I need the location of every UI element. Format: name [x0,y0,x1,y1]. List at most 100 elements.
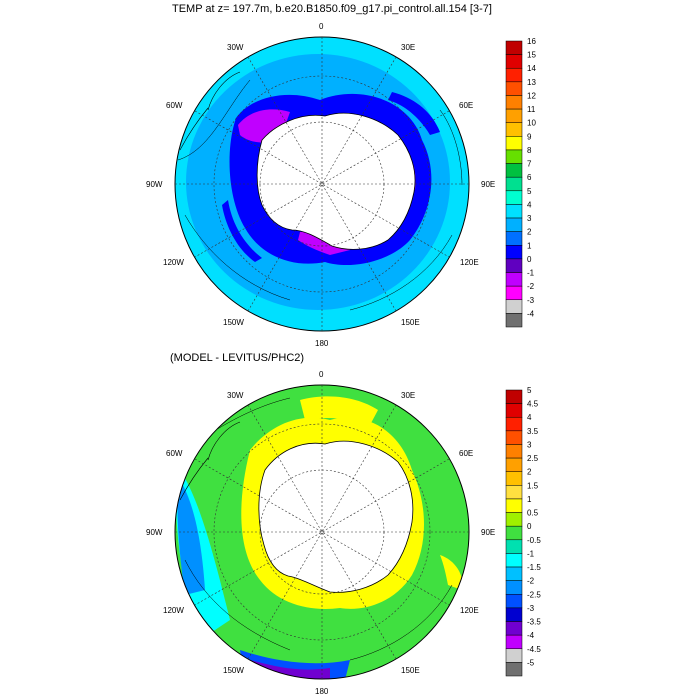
top-colorbar-tick-label: 15 [527,51,536,60]
bottom-colorbar-swatch [505,621,523,636]
bottom-colorbar-tick-label: -1 [527,549,535,558]
top-lon-label-90e: 90E [481,180,496,189]
bottom-colorbar-tick-label: 1 [527,495,532,504]
top-colorbar-swatch [505,136,523,151]
top-colorbar-tick-label: -1 [527,269,535,278]
bottom-lon-label-150e: 150E [401,666,420,675]
top-colorbar-swatch [505,108,523,123]
bottom-colorbar-tick-label: 3.5 [527,427,539,436]
top-deep-water-band-east [388,92,440,135]
bottom-colorbar-swatch [505,498,523,513]
bottom-colorbar-swatch [505,580,523,595]
top-colorbar-tick-label: 12 [527,91,536,100]
bottom-colorbar-swatch [505,566,523,581]
top-colorbar-swatch [505,299,523,314]
bottom-colorbar-swatch [505,539,523,554]
bottom-lon-label-60w: 60W [166,449,183,458]
bottom-colorbar-tick-label: 2.5 [527,454,539,463]
bottom-colorbar-tick-label: -0.5 [527,536,541,545]
bottom-polar-map [174,384,470,680]
bottom-colorbar-tick-label: 2 [527,468,532,477]
top-lon-label-180: 180 [315,339,329,348]
top-panel-title: TEMP at z= 197.7m, b.e20.B1850.f09_g17.p… [172,3,492,15]
top-colorbar-swatch [505,285,523,301]
top-colorbar-tick-label: 4 [527,200,532,209]
bottom-lon-label-120w: 120W [163,606,184,615]
top-colorbar-swatch [505,163,523,178]
top-deep-water-band-west [222,200,262,262]
bottom-colorbar-swatch [505,594,523,609]
bottom-colorbar-tick-label: -3 [527,604,535,613]
top-lon-label-150w: 150W [223,318,244,327]
bottom-colorbar-swatch [505,485,523,500]
bottom-colorbar-tick-label: -2 [527,577,535,586]
top-lon-label-120w: 120W [163,258,184,267]
top-colorbar-swatch [505,95,523,110]
top-lon-label-30w: 30W [227,43,244,52]
bottom-lon-label-120e: 120E [460,606,479,615]
top-colorbar-tick-label: 14 [527,64,536,73]
bottom-colorbar-tick-label: -4.5 [527,645,541,654]
bottom-colorbar-swatch [505,512,523,527]
top-lon-label-90w: 90W [146,180,163,189]
bottom-colorbar-swatch [505,389,523,404]
top-colorbar-tick-label: 13 [527,78,536,87]
bottom-colorbar-tick-label: 4.5 [527,400,539,409]
top-colorbar-swatch [505,81,523,96]
top-colorbar-swatch [505,258,523,273]
bottom-colorbar-tick-label: -1.5 [527,563,541,572]
bottom-colorbar-tick-label: -2.5 [527,590,541,599]
bottom-colorbar-swatch [505,662,523,677]
bottom-colorbar-swatch [505,648,523,663]
bottom-deep-west [177,480,205,595]
bottom-colorbar-swatch [505,607,523,622]
bottom-colorbar-swatch [505,416,523,432]
bottom-colorbar-tick-label: -5 [527,658,535,667]
bottom-colorbar-swatch [505,471,523,486]
top-colorbar-tick-label: 1 [527,241,532,250]
bottom-panel-title: (MODEL - LEVITUS/PHC2) [170,352,305,364]
bottom-colorbar-tick-label: 0.5 [527,509,539,518]
top-lon-label-150e: 150E [401,318,420,327]
top-cold-water-south [298,231,350,255]
bottom-colorbar-swatch [505,634,523,650]
bottom-lon-label-30w: 30W [227,391,244,400]
top-colorbar-tick-label: 7 [527,160,532,169]
bottom-colorbar-tick-label: 5 [527,386,532,395]
bottom-colorbar-swatch [505,457,523,472]
top-colorbar-swatch [505,176,523,192]
top-polar-map [174,36,470,332]
top-colorbar-tick-label: -3 [527,296,535,305]
bottom-colorbar-tick-label: -3.5 [527,618,541,627]
top-colorbar-tick-label: 2 [527,228,532,237]
top-colorbar-tick-label: 8 [527,146,532,155]
bottom-colorbar-swatch [505,525,523,541]
top-colorbar-tick-label: 10 [527,119,536,128]
top-colorbar-swatch [505,313,523,328]
top-colorbar-tick-label: 16 [527,37,536,46]
bottom-lon-label-60e: 60E [459,449,474,458]
top-colorbar-tick-label: 9 [527,132,532,141]
top-colorbar-swatch [505,231,523,246]
bottom-colorbar-swatch [505,553,523,568]
top-colorbar-swatch [505,245,523,260]
top-colorbar-tick-label: 5 [527,187,532,196]
top-colorbar-swatch [505,122,523,137]
top-colorbar-tick-label: 11 [527,105,536,114]
bottom-colorbar-swatch [505,430,523,445]
top-colorbar-tick-label: 3 [527,214,532,223]
top-colorbar-swatch [505,54,523,69]
bottom-colorbar-tick-label: 1.5 [527,481,539,490]
bottom-colorbar-tick-label: -4 [527,631,535,640]
top-colorbar-swatch [505,204,523,219]
top-colorbar-swatch [505,149,523,164]
bottom-warm-patch-north [300,396,378,425]
top-colorbar-tick-label: -4 [527,309,535,318]
top-colorbar-tick-label: 6 [527,173,532,182]
bottom-lon-label-90w: 90W [146,528,163,537]
bottom-lon-label-30e: 30E [401,391,416,400]
bottom-colorbar-tick-label: 4 [527,413,532,422]
top-colorbar-swatch [505,272,523,287]
